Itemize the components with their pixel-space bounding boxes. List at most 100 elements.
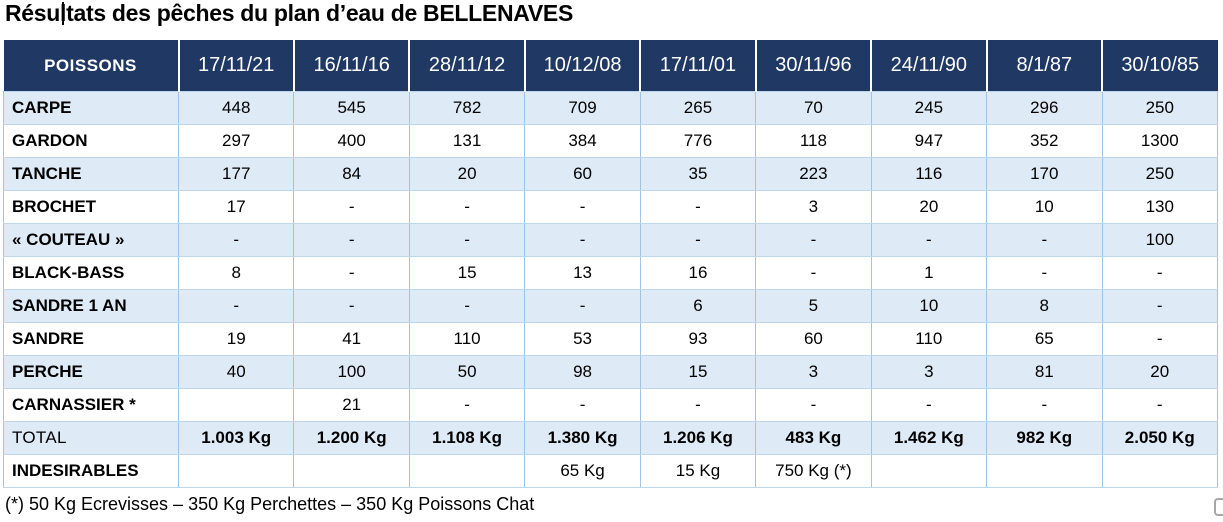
table-body: CARPE 448 545 782 709 265 70 245 296 250 GARDON 297…: [3, 91, 1218, 488]
value-cell: 60: [524, 157, 641, 191]
value-cell: -: [870, 223, 988, 257]
value-cell: 245: [870, 91, 988, 125]
value-cell: 982 Kg: [986, 421, 1103, 455]
page-title: Résultats des pêches du plan d’eau de BE…: [5, 0, 573, 26]
header-cell-date: 17/11/21: [177, 40, 294, 92]
header-row: POISSONS 17/11/21 16/11/16 28/11/12 10/12/08…: [3, 40, 1218, 92]
value-cell: 3: [755, 190, 872, 224]
value-cell: 20: [408, 157, 526, 191]
value-cell: 110: [870, 322, 988, 356]
row-label-cell: BROCHET: [3, 190, 179, 224]
value-cell: [986, 454, 1103, 488]
header-cell-poissons: POISSONS: [3, 40, 179, 92]
value-cell: 1: [870, 256, 988, 290]
value-cell: [408, 454, 526, 488]
value-cell: -: [986, 388, 1103, 422]
table-resize-handle[interactable]: [1214, 498, 1223, 516]
value-cell: -: [524, 289, 641, 323]
header-cell-date: 17/11/01: [639, 40, 756, 92]
value-cell: -: [408, 190, 526, 224]
value-cell: -: [1101, 256, 1218, 290]
value-cell: 60: [755, 322, 872, 356]
value-cell: 250: [1101, 91, 1218, 125]
value-cell: [293, 454, 410, 488]
value-cell: -: [755, 223, 872, 257]
fish-results-table: POISSONS 17/11/21 16/11/16 28/11/12 10/12/08…: [3, 40, 1218, 488]
value-cell: -: [1101, 322, 1218, 356]
value-cell: 6: [639, 289, 757, 323]
value-cell: 15 Kg: [639, 454, 757, 488]
value-cell: 250: [1101, 157, 1218, 191]
value-cell: 776: [639, 124, 757, 158]
value-cell: -: [755, 256, 872, 290]
table-row: GARDON 297 400 131 384 776 118 947 352 1300: [3, 124, 1218, 158]
row-label-cell: TANCHE: [3, 157, 179, 191]
header-cell-date: 16/11/16: [292, 40, 410, 92]
value-cell: 1.462 Kg: [870, 421, 988, 455]
value-cell: -: [408, 289, 526, 323]
value-cell: [870, 454, 988, 488]
value-cell: 13: [524, 256, 641, 290]
value-cell: 130: [1101, 190, 1218, 224]
value-cell: -: [1101, 388, 1218, 422]
value-cell: 2.050 Kg: [1101, 421, 1218, 455]
value-cell: -: [293, 289, 410, 323]
row-label-cell: PERCHE: [3, 355, 179, 389]
value-cell: [1101, 454, 1218, 488]
value-cell: 177: [177, 157, 295, 191]
value-cell: 100: [1101, 223, 1218, 257]
value-cell: 5: [755, 289, 872, 323]
value-cell: -: [524, 388, 641, 422]
value-cell: 35: [639, 157, 757, 191]
row-label-cell: CARPE: [3, 91, 179, 125]
footnote: (*) 50 Kg Ecrevisses – 350 Kg Perchettes…: [5, 494, 535, 514]
header-cell-date: 10/12/08: [523, 40, 641, 92]
row-label-cell: TOTAL: [3, 421, 179, 455]
value-cell: 110: [408, 322, 526, 356]
value-cell: 483 Kg: [755, 421, 872, 455]
value-cell: -: [986, 223, 1103, 257]
value-cell: -: [755, 388, 872, 422]
value-cell: -: [293, 256, 410, 290]
table-row: TOTAL 1.003 Kg 1.200 Kg 1.108 Kg 1.380 Kg 1.2…: [3, 421, 1218, 455]
value-cell: 19: [177, 322, 295, 356]
value-cell: 20: [870, 190, 988, 224]
table-row: INDESIRABLES 65 Kg 15 Kg 750 Kg (*): [3, 454, 1218, 488]
value-cell: 17: [177, 190, 295, 224]
row-label-cell: SANDRE 1 AN: [3, 289, 179, 323]
value-cell: -: [524, 223, 641, 257]
value-cell: 65: [986, 322, 1103, 356]
value-cell: 16: [639, 256, 757, 290]
value-cell: -: [639, 388, 757, 422]
value-cell: -: [1101, 289, 1218, 323]
value-cell: 1.200 Kg: [293, 421, 410, 455]
value-cell: 21: [293, 388, 410, 422]
value-cell: 170: [986, 157, 1103, 191]
header-cell-date: 28/11/12: [408, 40, 525, 92]
value-cell: 782: [408, 91, 526, 125]
value-cell: -: [408, 388, 526, 422]
value-cell: 448: [177, 91, 295, 125]
value-cell: -: [408, 223, 526, 257]
value-cell: 98: [524, 355, 641, 389]
table-row: « COUTEAU » - - - - - - - -100: [3, 223, 1218, 257]
value-cell: 10: [986, 190, 1103, 224]
table-row: SANDRE 19 41 110 53 93 60 110 65-: [3, 322, 1218, 356]
value-cell: 84: [293, 157, 410, 191]
value-cell: 131: [408, 124, 526, 158]
value-cell: 100: [293, 355, 410, 389]
header-cell-date: 30/10/85: [1101, 40, 1218, 92]
row-label-cell: INDESIRABLES: [3, 454, 179, 488]
value-cell: 1300: [1101, 124, 1218, 158]
value-cell: -: [293, 223, 410, 257]
value-cell: [177, 454, 295, 488]
value-cell: 223: [755, 157, 872, 191]
value-cell: 400: [293, 124, 410, 158]
value-cell: 8: [177, 256, 295, 290]
value-cell: 40: [177, 355, 295, 389]
value-cell: 20: [1101, 355, 1218, 389]
value-cell: -: [524, 190, 641, 224]
value-cell: 352: [986, 124, 1103, 158]
value-cell: 10: [870, 289, 988, 323]
